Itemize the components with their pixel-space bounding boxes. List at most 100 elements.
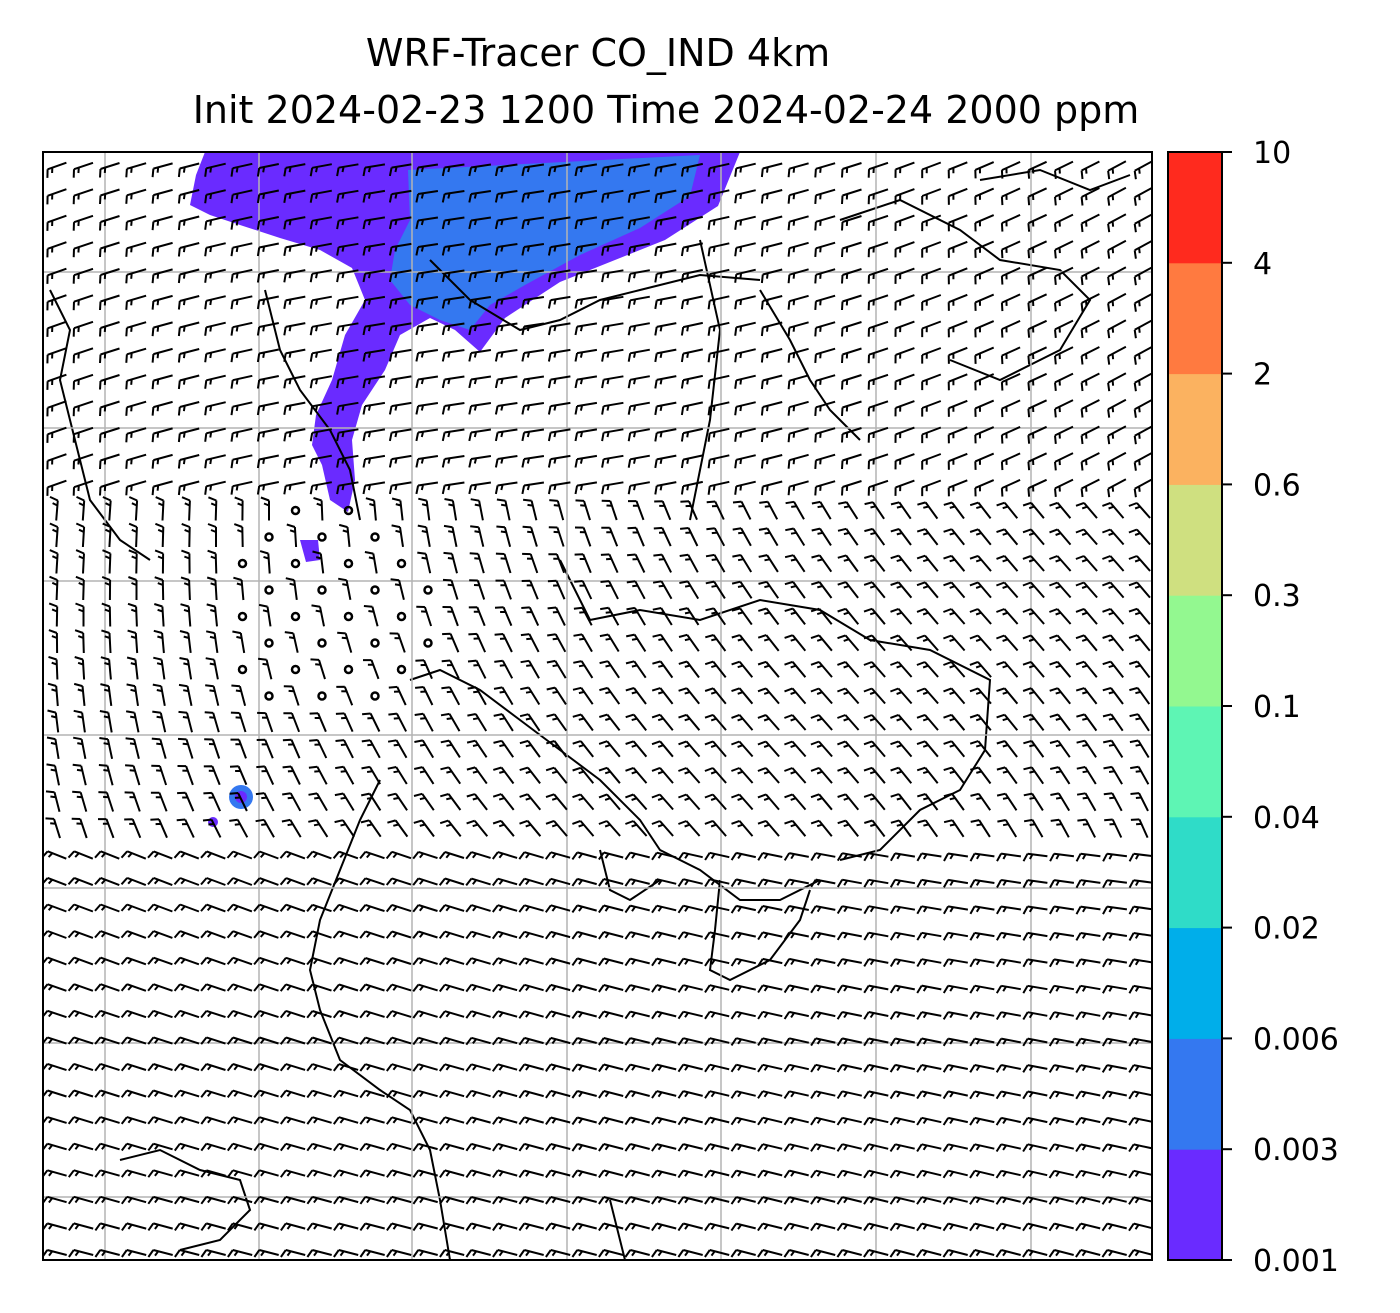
wind-barb bbox=[598, 766, 621, 784]
wind-barb bbox=[996, 713, 1019, 731]
wind-barb bbox=[836, 1249, 862, 1258]
wind-barb bbox=[1075, 1196, 1101, 1205]
wind-barb bbox=[439, 1010, 465, 1019]
wind-barb bbox=[969, 1064, 995, 1073]
wind-barb bbox=[1049, 739, 1071, 758]
wind-barb bbox=[72, 161, 94, 178]
wind-barb bbox=[571, 1196, 597, 1205]
wind-barb bbox=[1000, 266, 1021, 285]
wind-barb bbox=[757, 1063, 783, 1073]
wind-barb bbox=[94, 956, 120, 966]
wind-barb bbox=[1075, 501, 1098, 519]
wind-barb bbox=[575, 499, 591, 521]
wind-barb bbox=[1080, 425, 1100, 445]
wind-barb bbox=[734, 454, 756, 469]
wind-barb bbox=[468, 216, 492, 230]
wind-barb bbox=[1050, 792, 1071, 812]
wind-barb bbox=[1080, 266, 1100, 286]
wind-barb bbox=[233, 576, 245, 601]
wind-barb bbox=[147, 1222, 173, 1231]
wind-barb bbox=[863, 793, 886, 811]
colorbar-segment bbox=[1168, 373, 1222, 485]
wind-barb bbox=[386, 1249, 412, 1258]
wind-barb bbox=[947, 426, 968, 444]
wind-barb bbox=[125, 241, 147, 257]
wind-barb bbox=[651, 1063, 677, 1073]
wind-barb bbox=[730, 904, 757, 914]
wind-barb bbox=[229, 792, 248, 812]
calm-wind-marker bbox=[370, 638, 380, 648]
wind-barb bbox=[969, 931, 995, 941]
wind-barb bbox=[969, 740, 992, 758]
wind-barb bbox=[599, 660, 620, 679]
wind-barb bbox=[332, 850, 359, 860]
wind-barb bbox=[1075, 528, 1098, 546]
wind-barb bbox=[889, 878, 916, 888]
wind-barb bbox=[760, 215, 783, 231]
wind-barb bbox=[388, 375, 412, 389]
wind-barb bbox=[438, 1089, 465, 1099]
wind-barb bbox=[438, 930, 465, 940]
wind-barb bbox=[99, 737, 114, 760]
wind-barb bbox=[359, 903, 385, 913]
wind-barb bbox=[440, 712, 461, 732]
wind-barb bbox=[466, 793, 488, 811]
wind-barb bbox=[415, 216, 439, 230]
wind-barb bbox=[99, 400, 120, 417]
wind-barb bbox=[444, 498, 458, 521]
wind-barb bbox=[705, 580, 726, 599]
wind-barb bbox=[601, 242, 624, 256]
wind-barb bbox=[204, 401, 226, 416]
wind-barb bbox=[283, 216, 306, 230]
wind-barb bbox=[74, 656, 86, 680]
wind-barb bbox=[787, 321, 809, 337]
wind-barb bbox=[889, 1143, 915, 1152]
wind-barb bbox=[1054, 266, 1074, 285]
wind-barb bbox=[547, 633, 567, 653]
wind-barb bbox=[1048, 1116, 1075, 1126]
wind-barb bbox=[204, 374, 226, 389]
wind-barb bbox=[814, 400, 836, 416]
wind-barb bbox=[680, 427, 704, 442]
wind-barb bbox=[867, 294, 889, 311]
wind-barb bbox=[206, 576, 218, 601]
wind-barb bbox=[283, 401, 306, 415]
wind-barb bbox=[1128, 1196, 1152, 1205]
wind-barb bbox=[412, 1010, 438, 1019]
wind-barb bbox=[124, 791, 141, 812]
wind-barb bbox=[757, 634, 780, 652]
wind-barb bbox=[518, 1169, 544, 1178]
wind-barb bbox=[841, 162, 862, 178]
wind-barb bbox=[759, 500, 779, 520]
wind-barb bbox=[495, 552, 512, 574]
wind-barb bbox=[651, 904, 677, 914]
wind-barb bbox=[174, 1222, 200, 1231]
wind-barb bbox=[628, 500, 645, 521]
wind-barb bbox=[1128, 852, 1152, 862]
wind-barb bbox=[734, 480, 756, 495]
wind-barb bbox=[1101, 1249, 1127, 1258]
wind-barb bbox=[441, 322, 465, 336]
wind-barb bbox=[760, 480, 783, 496]
wind-barb bbox=[810, 1063, 836, 1073]
wind-barb bbox=[783, 1090, 809, 1099]
wind-barb bbox=[279, 877, 306, 886]
wind-barb bbox=[654, 500, 672, 521]
wind-barb bbox=[969, 984, 995, 994]
wind-barb bbox=[465, 1196, 491, 1205]
colorbar-tick-label: 4 bbox=[1253, 247, 1272, 282]
wind-barb bbox=[677, 957, 703, 967]
wind-barb bbox=[654, 216, 677, 230]
wind-barb bbox=[573, 606, 593, 626]
wind-barb bbox=[921, 294, 942, 311]
wind-barb bbox=[1027, 425, 1048, 444]
wind-barb bbox=[838, 501, 859, 520]
wind-barb bbox=[894, 347, 915, 364]
wind-barb bbox=[99, 374, 120, 390]
wind-barb bbox=[969, 1222, 995, 1232]
wind-barb bbox=[125, 453, 147, 469]
wind-barb bbox=[226, 1089, 253, 1099]
wind-barb bbox=[969, 1169, 995, 1179]
wind-barb bbox=[43, 1036, 67, 1045]
wind-barb bbox=[440, 766, 462, 785]
